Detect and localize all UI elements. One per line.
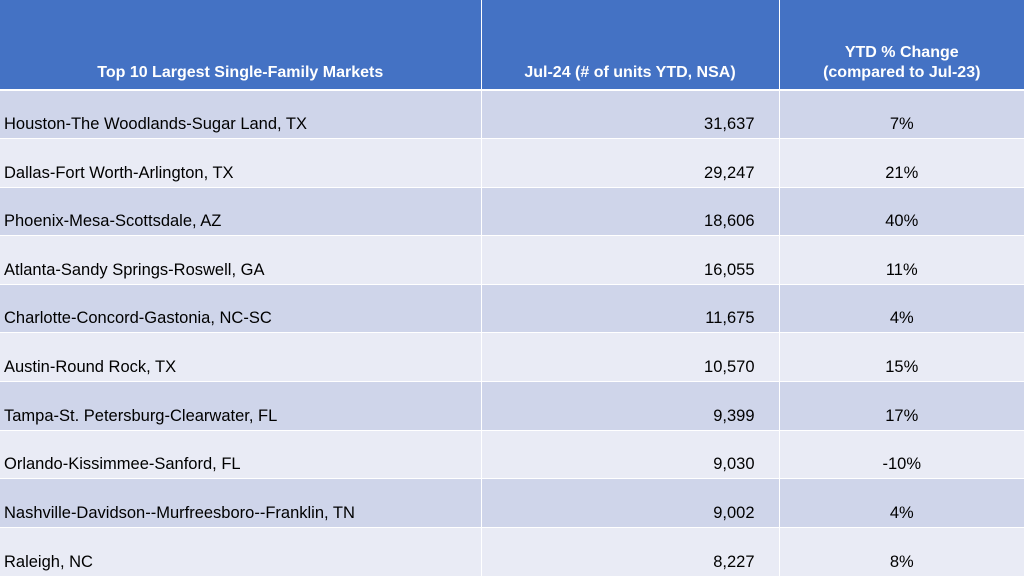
table-row: Atlanta-Sandy Springs-Roswell, GA 16,055 1… [0, 235, 1024, 285]
table-row: Austin-Round Rock, TX 10,570 15% [0, 332, 1024, 382]
units-cell: 8,227 [481, 526, 780, 576]
header-change: YTD % Change (compared to Jul-23) [779, 0, 1024, 91]
change-cell: -10% [779, 429, 1024, 479]
market-cell: Nashville-Davidson--Murfreesboro--Frankl… [0, 478, 482, 528]
header-change-line-2: (compared to Jul-23) [823, 64, 981, 81]
market-cell: Dallas-Fort Worth-Arlington, TX [0, 138, 482, 188]
table-row: Tampa-St. Petersburg-Clearwater, FL 9,399… [0, 381, 1024, 431]
market-cell: Charlotte-Concord-Gastonia, NC-SC [0, 283, 482, 333]
change-cell: 11% [779, 235, 1024, 285]
change-cell: 40% [779, 186, 1024, 236]
table-row: Houston-The Woodlands-Sugar Land, TX 31,6… [0, 89, 1024, 139]
table-row: Nashville-Davidson--Murfreesboro--Frankl… [0, 478, 1024, 528]
market-cell: Atlanta-Sandy Springs-Roswell, GA [0, 235, 482, 285]
market-cell: Raleigh, NC [0, 526, 482, 576]
market-cell: Houston-The Woodlands-Sugar Land, TX [0, 89, 482, 139]
market-cell: Orlando-Kissimmee-Sanford, FL [0, 429, 482, 479]
change-cell: 8% [779, 526, 1024, 576]
change-cell: 21% [779, 138, 1024, 188]
market-cell: Phoenix-Mesa-Scottsdale, AZ [0, 186, 482, 236]
header-units: Jul-24 (# of units YTD, NSA) [481, 0, 780, 91]
market-cell: Austin-Round Rock, TX [0, 332, 482, 382]
table-header: Top 10 Largest Single-Family Markets Jul… [0, 0, 1024, 91]
table-row: Raleigh, NC 8,227 8% [0, 526, 1024, 576]
units-cell: 16,055 [481, 235, 780, 285]
units-cell: 18,606 [481, 186, 780, 236]
table-row: Phoenix-Mesa-Scottsdale, AZ 18,606 40% [0, 186, 1024, 236]
units-cell: 9,030 [481, 429, 780, 479]
header-row: Top 10 Largest Single-Family Markets Jul… [0, 0, 1024, 91]
change-cell: 7% [779, 89, 1024, 139]
table-row: Dallas-Fort Worth-Arlington, TX 29,247 21% [0, 138, 1024, 188]
units-cell: 11,675 [481, 283, 780, 333]
header-change-line-1: YTD % Change [844, 44, 959, 61]
units-cell: 10,570 [481, 332, 780, 382]
market-cell: Tampa-St. Petersburg-Clearwater, FL [0, 381, 482, 431]
table-row: Orlando-Kissimmee-Sanford, FL 9,030 -10% [0, 429, 1024, 479]
table-body: Houston-The Woodlands-Sugar Land, TX 31,6… [0, 89, 1024, 576]
header-market: Top 10 Largest Single-Family Markets [0, 0, 482, 91]
units-cell: 31,637 [481, 89, 780, 139]
change-cell: 17% [779, 381, 1024, 431]
units-cell: 29,247 [481, 138, 780, 188]
units-cell: 9,002 [481, 478, 780, 528]
units-cell: 9,399 [481, 381, 780, 431]
change-cell: 15% [779, 332, 1024, 382]
table-row: Charlotte-Concord-Gastonia, NC-SC 11,675 4… [0, 283, 1024, 333]
change-cell: 4% [779, 283, 1024, 333]
change-cell: 4% [779, 478, 1024, 528]
